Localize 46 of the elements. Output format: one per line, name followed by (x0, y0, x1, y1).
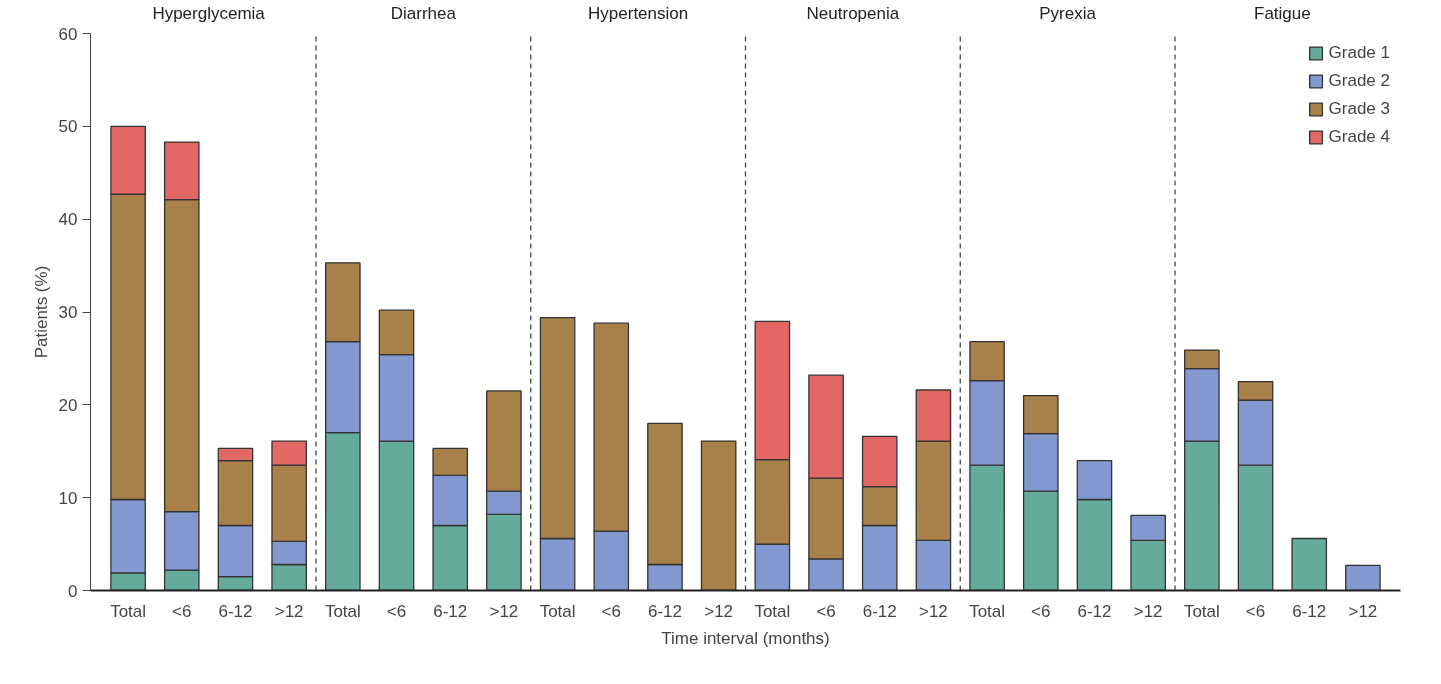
bar (1291, 537, 1328, 591)
x-tick-label: 6-12 (1077, 601, 1112, 621)
text: Neutropenia (806, 3, 900, 23)
x-tick-label: >12 (918, 601, 948, 621)
x-tick-label: Total (539, 601, 576, 621)
y-tick-label: 30 (58, 303, 78, 322)
x-tick-label: Total (110, 601, 147, 621)
x-tick-label: <6 (1245, 601, 1266, 621)
y-tick-label: 20 (58, 395, 78, 415)
y-tick-label: 40 (58, 210, 78, 230)
x-axis-title: Time interval (months) (661, 628, 830, 648)
text: Pyrexia (1039, 3, 1097, 23)
text: Fatigue (1254, 3, 1311, 23)
legend-label: Grade 4 (1328, 127, 1390, 147)
legend-label: Grade 1 (1328, 43, 1390, 63)
x-tick-label: 6-12 (1292, 601, 1327, 621)
text: Hyperglycemia (152, 3, 266, 23)
text: Hypertension (588, 3, 689, 23)
bar (700, 440, 737, 591)
x-tick-label: <6 (386, 601, 407, 621)
x-tick-label: 6-12 (433, 601, 468, 621)
x-tick-label: Total (324, 601, 361, 621)
legend-label: Grade 2 (1328, 71, 1390, 91)
x-tick-label: Total (1183, 601, 1220, 621)
y-tick-label: 10 (58, 488, 78, 508)
x-tick-label: Total (754, 601, 791, 621)
x-tick-label: Total (969, 601, 1006, 621)
x-tick-label: >12 (274, 601, 304, 621)
x-tick-label: 6-12 (862, 601, 897, 621)
x-tick-label: <6 (172, 601, 192, 621)
x-tick-label: 6-12 (218, 601, 253, 621)
y-tick-label: 0 (68, 581, 78, 601)
x-tick-label: 6-12 (647, 601, 682, 621)
y-axis-title: Patients (%) (31, 265, 51, 359)
x-tick-label: >12 (489, 601, 519, 621)
text: Diarrhea (390, 3, 457, 23)
x-tick-label: <6 (601, 601, 621, 621)
y-tick-label: 60 (58, 24, 78, 44)
x-tick-label: <6 (816, 601, 836, 621)
bar (1345, 564, 1381, 591)
x-tick-label: >12 (704, 601, 734, 621)
legend-label: Grade 3 (1328, 99, 1390, 119)
x-tick-label: <6 (1031, 601, 1051, 621)
y-tick-label: 50 (58, 117, 78, 137)
x-tick-label: >12 (1348, 601, 1378, 621)
x-tick-label: >12 (1133, 601, 1163, 621)
